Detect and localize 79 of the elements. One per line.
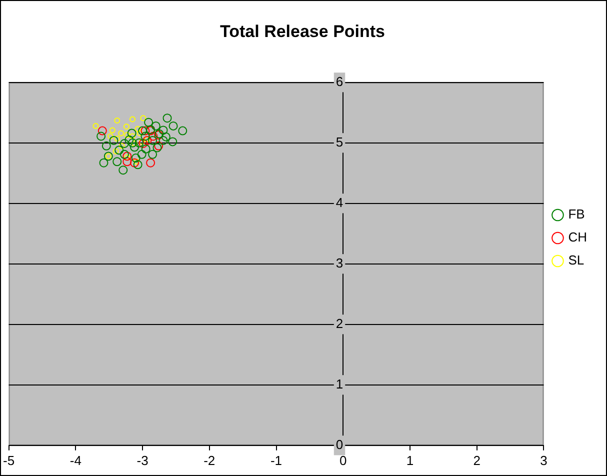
y-tick-label: 6 — [336, 74, 344, 89]
point — [148, 132, 158, 141]
point — [124, 132, 130, 138]
point — [134, 126, 141, 132]
point — [133, 160, 142, 170]
point — [120, 139, 129, 148]
point — [128, 138, 137, 148]
x-tick-label: 3 — [540, 452, 548, 468]
point — [138, 139, 148, 148]
point — [102, 141, 111, 150]
point — [162, 114, 172, 123]
x-tick-label: 1 — [406, 452, 414, 468]
point — [114, 146, 124, 155]
legend-label: CH — [568, 230, 588, 245]
y-tick-label: 1 — [336, 376, 344, 392]
x-tick-label: -2 — [204, 452, 216, 468]
point — [134, 158, 140, 165]
point — [158, 136, 168, 145]
point — [118, 130, 124, 136]
point — [138, 138, 145, 145]
point — [129, 116, 136, 122]
point — [144, 136, 150, 142]
point — [120, 150, 129, 159]
point — [151, 121, 160, 130]
point — [99, 158, 108, 168]
point — [127, 128, 136, 138]
x-tick-label: -1 — [270, 452, 282, 468]
point — [131, 140, 138, 147]
legend-label: FB — [568, 206, 585, 222]
point — [148, 136, 158, 145]
point — [98, 126, 107, 136]
point — [112, 148, 119, 154]
y-tick-label: 2 — [336, 316, 344, 331]
chart-title: Total Release Points — [220, 22, 386, 41]
point — [107, 133, 114, 140]
x-tick-label: -4 — [70, 452, 82, 468]
point — [140, 126, 150, 136]
point — [148, 150, 158, 159]
point — [122, 157, 132, 166]
y-tick-label: 5 — [336, 134, 344, 150]
point — [109, 127, 116, 134]
point — [122, 152, 132, 161]
x-tick-label: -5 — [3, 452, 15, 468]
point — [146, 158, 156, 168]
y-tick-label: 3 — [336, 255, 344, 270]
point — [142, 136, 152, 145]
point — [144, 118, 154, 127]
point — [131, 154, 140, 163]
point — [96, 132, 106, 141]
point — [161, 132, 170, 142]
x-tick-label: 2 — [473, 452, 480, 468]
point — [168, 137, 178, 146]
point — [124, 135, 134, 144]
legend-label: SL — [568, 252, 584, 268]
point — [136, 130, 143, 136]
x-tick-label: -3 — [136, 452, 148, 468]
point — [130, 142, 139, 152]
point — [134, 138, 144, 148]
point — [123, 124, 130, 130]
point — [168, 121, 178, 130]
point — [158, 126, 168, 135]
point — [140, 115, 146, 122]
point — [140, 132, 150, 141]
point — [138, 126, 148, 136]
point — [141, 144, 150, 154]
point — [129, 133, 136, 140]
point — [137, 150, 146, 159]
point — [114, 118, 120, 124]
point — [112, 157, 122, 166]
y-tick-label: 0 — [336, 436, 344, 452]
point — [114, 136, 120, 142]
point — [130, 158, 139, 168]
point — [118, 166, 128, 175]
y-tick-label: 4 — [336, 194, 344, 210]
point — [178, 126, 188, 136]
point — [92, 122, 99, 129]
point — [118, 142, 125, 149]
point — [109, 136, 118, 145]
point — [124, 154, 130, 160]
